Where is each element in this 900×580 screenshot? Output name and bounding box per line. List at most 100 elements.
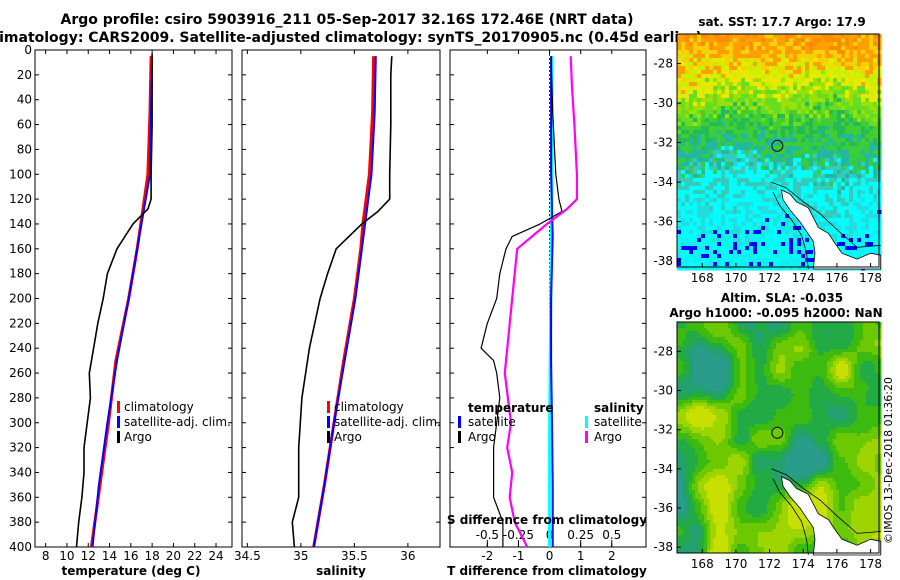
map-cell — [685, 214, 690, 219]
map-cell — [701, 376, 705, 380]
map-cell — [793, 194, 798, 199]
map-cell — [725, 70, 730, 75]
map-cell — [849, 238, 854, 243]
map-cell — [833, 166, 838, 171]
map-cell — [753, 50, 758, 55]
map-cell — [813, 182, 818, 187]
map-cell — [737, 352, 741, 356]
map-cell — [769, 226, 774, 231]
map-cell — [861, 222, 866, 227]
map-cell — [713, 226, 718, 231]
map-cell — [845, 146, 850, 151]
map-cell — [695, 373, 699, 377]
map-cell — [829, 86, 834, 91]
map-cell — [764, 328, 768, 332]
map-cell — [878, 376, 882, 380]
map-cell — [773, 254, 778, 259]
map-cell — [789, 34, 794, 39]
map-cell — [689, 349, 693, 353]
map-cell — [757, 110, 762, 115]
map-cell — [695, 355, 699, 359]
map-cell — [827, 379, 831, 383]
map-cell — [704, 355, 708, 359]
map-cell — [873, 102, 878, 107]
map-cell — [725, 130, 730, 135]
map-cell — [813, 186, 818, 191]
map-cell — [841, 154, 846, 159]
map-cell — [873, 238, 878, 243]
map-cell — [713, 242, 718, 247]
map-cell — [737, 158, 742, 163]
map-cell — [782, 364, 786, 368]
map-cell — [765, 194, 770, 199]
map-cell — [692, 340, 696, 344]
map-cell — [705, 190, 710, 195]
map-cell — [860, 352, 864, 356]
map-cell — [825, 174, 830, 179]
map-cell — [821, 202, 826, 207]
map-cell — [749, 331, 753, 335]
map-cell — [749, 226, 754, 231]
map-cell — [837, 230, 842, 235]
map-cell — [680, 337, 684, 341]
map-cell — [776, 379, 780, 383]
map-cell — [685, 86, 690, 91]
map-cell — [677, 186, 682, 191]
map-cell — [797, 388, 801, 392]
map-cell — [717, 266, 722, 271]
map-cell — [825, 186, 830, 191]
map-cell — [873, 90, 878, 95]
map-cell — [725, 394, 729, 398]
map-cell — [725, 58, 730, 63]
map-cell — [818, 328, 822, 332]
map-cell — [731, 370, 735, 374]
map-cell — [849, 218, 854, 223]
map-cell — [733, 254, 738, 259]
map-cell — [797, 340, 801, 344]
map-cell — [745, 58, 750, 63]
map-cell — [875, 331, 879, 335]
map-cell — [749, 58, 754, 63]
map-cell — [785, 34, 790, 39]
map-cell — [773, 106, 778, 111]
map-cell — [689, 194, 694, 199]
map-cell — [833, 70, 838, 75]
map-cell — [734, 334, 738, 338]
map-cell — [757, 142, 762, 147]
map-cell — [717, 234, 722, 239]
map-cell — [821, 58, 826, 63]
y-tick-label: 0 — [24, 43, 32, 57]
map-cell — [836, 325, 840, 329]
map-cell — [837, 154, 842, 159]
map-cell — [692, 352, 696, 356]
map-cell — [773, 325, 777, 329]
map-cell — [836, 373, 840, 377]
map-cell — [853, 218, 858, 223]
map-cell — [821, 328, 825, 332]
map-cell — [805, 138, 810, 143]
map-cell — [803, 373, 807, 377]
map-cell — [833, 322, 837, 326]
map-cell — [836, 382, 840, 386]
map-cell — [800, 355, 804, 359]
map-cell — [745, 54, 750, 59]
map-cell — [829, 34, 834, 39]
map-cell — [728, 364, 732, 368]
map-cell — [705, 122, 710, 127]
map-cell — [749, 391, 753, 395]
map-cell — [806, 349, 810, 353]
map-cell — [865, 126, 870, 131]
map-cell — [701, 38, 706, 43]
map-cell — [741, 218, 746, 223]
map-cell — [745, 186, 750, 191]
map-cell — [701, 98, 706, 103]
map-cell — [813, 146, 818, 151]
map-cell — [741, 214, 746, 219]
map-cell — [872, 388, 876, 392]
series-line-argo — [291, 56, 393, 548]
map-cell — [769, 254, 774, 259]
map-cell — [733, 222, 738, 227]
map-cell — [716, 349, 720, 353]
map-cell — [719, 376, 723, 380]
map-cell — [749, 174, 754, 179]
